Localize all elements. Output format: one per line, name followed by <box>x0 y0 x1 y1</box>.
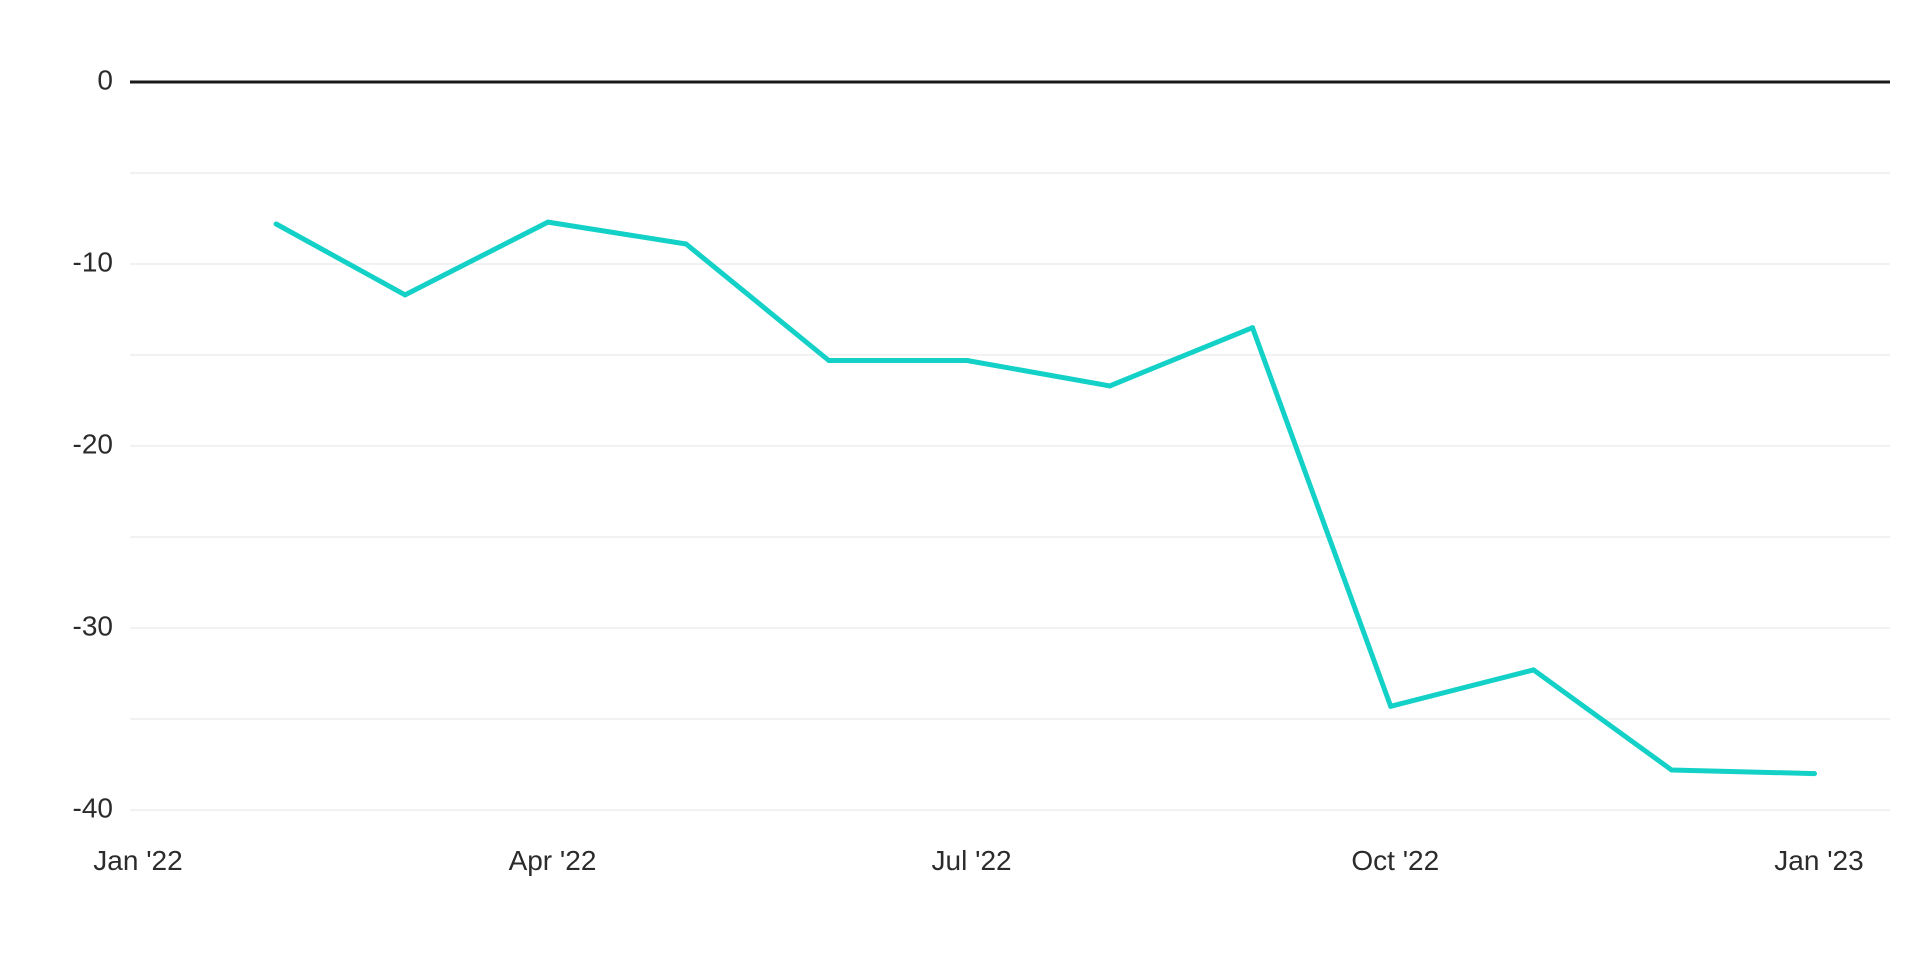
data-point <box>1669 767 1675 773</box>
data-point <box>273 221 279 227</box>
data-point <box>1250 325 1256 331</box>
data-point <box>1811 771 1817 777</box>
y-tick-label: -40 <box>73 792 113 823</box>
data-point <box>826 357 832 363</box>
y-tick-label: -20 <box>73 428 113 459</box>
x-axis-tick-labels: Jan '22 Apr '22 Jul '22 Oct '22 Jan '23 <box>93 845 1863 876</box>
y-axis-tick-labels: 0 -10 -20 -30 -40 <box>73 64 113 823</box>
data-point <box>402 292 408 298</box>
data-point <box>1107 383 1113 389</box>
data-point <box>545 219 551 225</box>
x-tick-label: Apr '22 <box>509 845 597 876</box>
data-point <box>1530 667 1536 673</box>
data-point <box>964 357 970 363</box>
y-tick-label: -10 <box>73 246 113 277</box>
x-tick-label: Oct '22 <box>1351 845 1439 876</box>
x-tick-label: Jan '22 <box>93 845 182 876</box>
grid-lines <box>130 172 1890 811</box>
y-tick-label: 0 <box>97 64 113 95</box>
y-tick-label: -30 <box>73 610 113 641</box>
data-point <box>1388 703 1394 709</box>
data-point <box>683 241 689 247</box>
x-tick-label: Jan '23 <box>1774 845 1863 876</box>
x-tick-label: Jul '22 <box>932 845 1012 876</box>
series-layer <box>273 219 1817 777</box>
series-line <box>273 219 1817 777</box>
